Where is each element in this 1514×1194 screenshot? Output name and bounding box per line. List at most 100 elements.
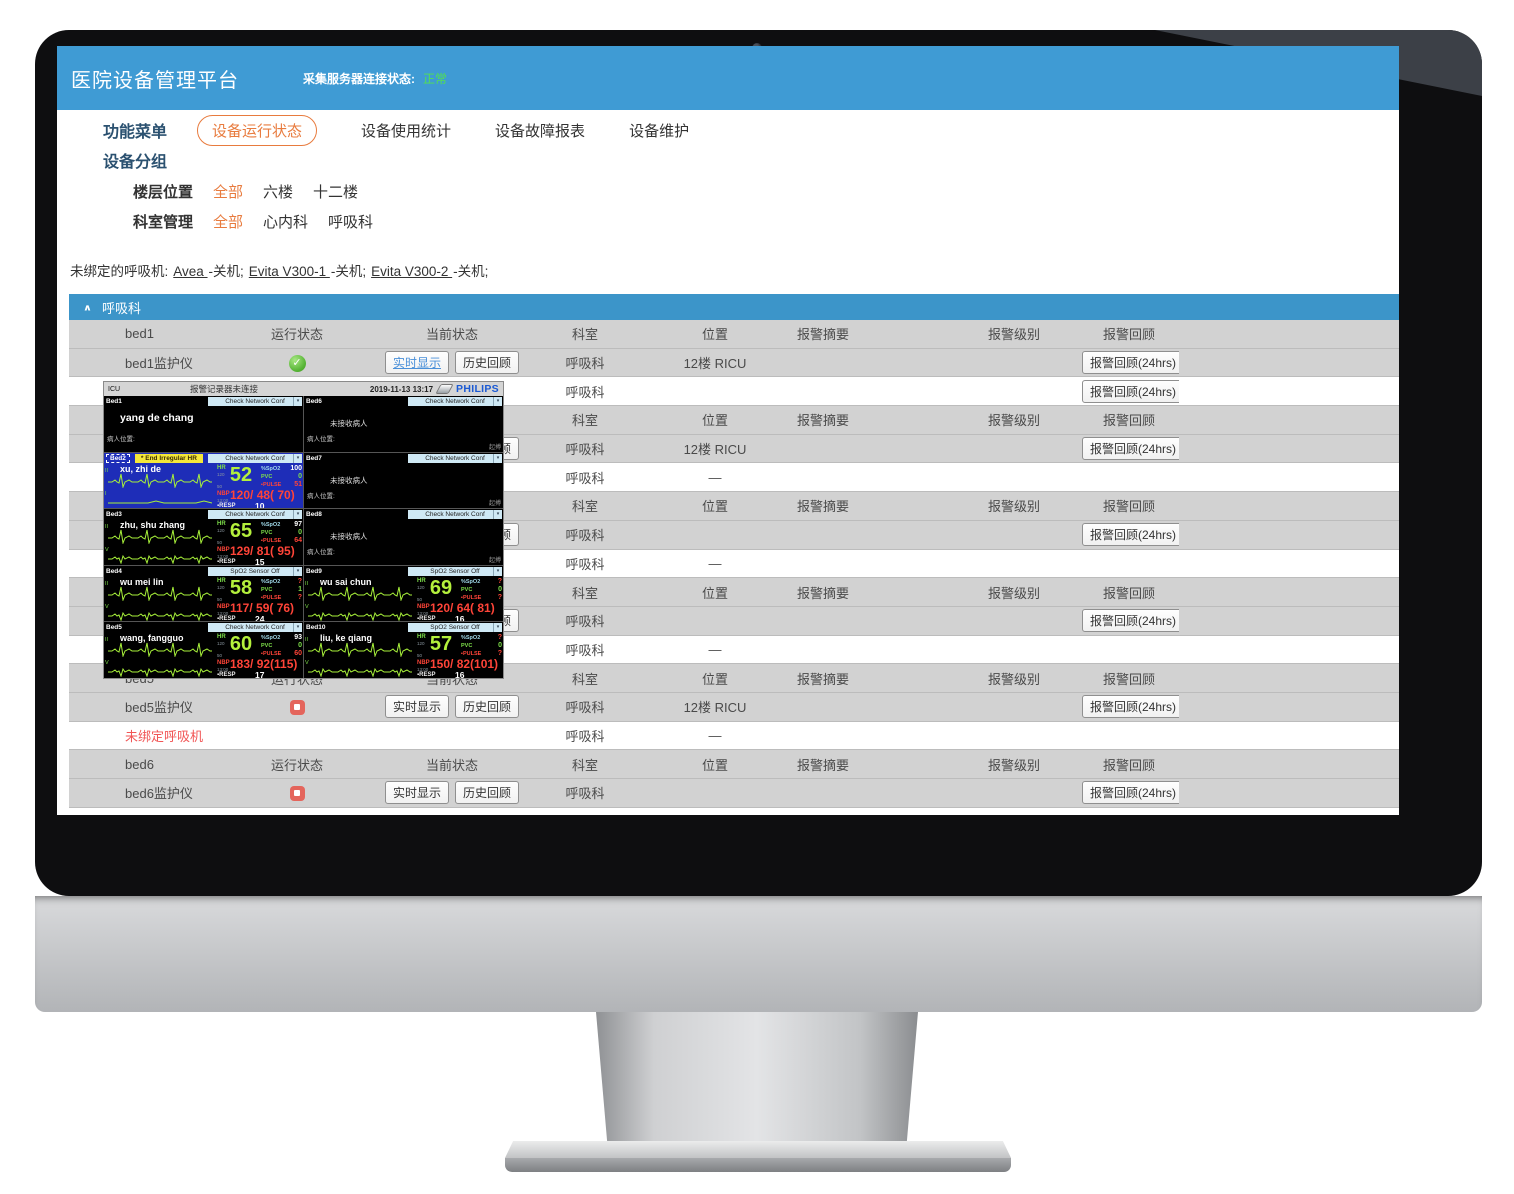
- col-label-run-status: 运行状态: [270, 757, 323, 773]
- dept-value: 呼吸科: [565, 384, 605, 400]
- alarm-review-button[interactable]: 报警回顾(24hrs): [1082, 379, 1179, 403]
- alarm-review-button[interactable]: 报警回顾(24hrs): [1082, 781, 1179, 805]
- history-review-button[interactable]: 历史回顾: [455, 695, 520, 719]
- filter-rows: 楼层位置 全部 六楼 十二楼 科室管理 全部 心内科 呼吸科: [57, 176, 1399, 236]
- ventilator-link[interactable]: Evita V300-2: [371, 264, 453, 279]
- unbound-vents: Avea -关机; Evita V300-1 -关机; Evita V300-2 -…: [168, 264, 488, 279]
- spo2-value: 100: [290, 464, 302, 472]
- bed-label: Bed3: [106, 511, 122, 519]
- philips-logo: PHILIPS: [456, 383, 499, 395]
- filter-option[interactable]: 心内科: [263, 213, 309, 231]
- app-screen: 医院设备管理平台 采集服务器连接状态: 正常 功能菜单 设备运行状态 设备使用统计…: [57, 46, 1399, 815]
- patient-location-label: 病人位置:: [307, 436, 335, 443]
- alarm-review-button[interactable]: 报警回顾(24hrs): [1082, 609, 1179, 633]
- server-status-label: 采集服务器连接状态:: [303, 71, 415, 86]
- hr-label: HR: [217, 521, 226, 528]
- bed-status-dropdown[interactable]: Check Network Conf ▾: [208, 453, 302, 463]
- bed-status-dropdown[interactable]: Check Network Conf ▾: [408, 510, 502, 520]
- resp-value: 17: [255, 670, 265, 678]
- bed-status-dropdown[interactable]: Check Network Conf ▾: [408, 397, 502, 406]
- alarm-review-button[interactable]: 报警回顾(24hrs): [1082, 695, 1179, 719]
- device-group-title: 设备分组: [103, 154, 168, 171]
- spo2-value: ?: [297, 577, 302, 585]
- spo2-label: %SpO2: [261, 465, 281, 472]
- pulse-value: 51: [294, 480, 302, 488]
- bed-label: Bed8: [306, 511, 322, 519]
- pvc-value: 0: [498, 642, 502, 650]
- spo2-label: %SpO2: [461, 578, 481, 585]
- filter-option[interactable]: 呼吸科: [328, 213, 374, 231]
- central-monitor-screenshot: ICU 报警记录器未连接 2019-11-13 13:17 PHILIPS Be…: [104, 382, 503, 678]
- pvc-label: PVC: [461, 586, 473, 593]
- filter-option[interactable]: 十二楼: [313, 183, 359, 201]
- bed-status-dropdown[interactable]: Check Network Conf ▾: [208, 623, 302, 633]
- ecg-waveform: [108, 586, 212, 601]
- pulse-value: ?: [497, 650, 502, 658]
- history-review-button[interactable]: 历史回顾: [455, 351, 520, 375]
- nbp-label: NBP: [417, 660, 430, 667]
- col-label-alarm-review: 报警回顾: [1102, 413, 1155, 429]
- bed-status-dropdown[interactable]: SpO2 Sensor Off ▾: [208, 566, 302, 576]
- ecg-waveform: [108, 555, 212, 565]
- app-header: 医院设备管理平台 采集服务器连接状态: 正常: [57, 46, 1399, 110]
- spo2-value: 93: [294, 634, 302, 642]
- filter-option[interactable]: 六楼: [263, 183, 294, 201]
- bed-tile: Bed3 Check Network Conf ▾ zhu, shu zhang II V…: [104, 509, 303, 565]
- device-name: bed1监护仪: [125, 356, 193, 372]
- alarm-review-button[interactable]: 报警回顾(24hrs): [1082, 351, 1179, 375]
- ecg-waveform: [108, 668, 212, 678]
- ecg-lead-label: II: [105, 580, 109, 587]
- ventilator-link[interactable]: Avea: [173, 264, 208, 279]
- device-name: bed1: [125, 326, 154, 342]
- alarm-review-button[interactable]: 报警回顾(24hrs): [1082, 523, 1179, 547]
- caret-down-icon: ▾: [493, 566, 502, 576]
- monitor-chin: [35, 896, 1482, 1012]
- ecg-lead-label: II: [105, 467, 109, 474]
- nav-menu-label: 功能菜单: [103, 124, 168, 141]
- filter-option[interactable]: 全部: [213, 213, 244, 231]
- ecg-lead-label: V: [305, 603, 309, 610]
- tab-1[interactable]: 设备运行状态: [197, 114, 318, 146]
- alarm-review-button[interactable]: 报警回顾(24hrs): [1082, 437, 1179, 461]
- col-label-alarm-review: 报警回顾: [1102, 757, 1155, 773]
- col-label-location: 位置: [701, 499, 728, 515]
- col-label-alarm-review: 报警回顾: [1102, 671, 1155, 687]
- dept-value: 呼吸科: [565, 642, 605, 658]
- realtime-display-button[interactable]: 实时显示: [384, 695, 449, 719]
- tab-2[interactable]: 设备使用统计: [361, 122, 452, 140]
- filter-label: 科室管理: [133, 213, 194, 231]
- bed-status-dropdown[interactable]: SpO2 Sensor Off ▾: [408, 566, 502, 576]
- col-label-alarm-summary: 报警摘要: [797, 327, 850, 343]
- pvc-label: PVC: [261, 530, 273, 537]
- nbp-value: 117/ 59( 76): [230, 600, 295, 615]
- resp-value: 16: [455, 613, 465, 622]
- section-bar[interactable]: ∧ 呼吸科: [69, 294, 1399, 320]
- patient-name: xu, zhi de: [120, 463, 162, 474]
- filter-option[interactable]: 全部: [213, 183, 244, 201]
- tab-4[interactable]: 设备维护: [629, 122, 690, 140]
- pulse-label: ▪PULSE: [461, 651, 482, 658]
- bed-status-dropdown[interactable]: Check Network Conf ▾: [208, 510, 302, 520]
- realtime-display-button[interactable]: 实时显示: [384, 351, 449, 375]
- bed-status-dropdown[interactable]: Check Network Conf ▾: [408, 453, 502, 463]
- ecg-lead-label: V: [105, 547, 109, 554]
- hr-label: HR: [217, 464, 226, 471]
- dept-value: 呼吸科: [565, 728, 605, 744]
- resp-label: ▪RESP: [217, 502, 236, 509]
- bed-status-dropdown[interactable]: SpO2 Sensor Off ▾: [408, 623, 502, 633]
- dept-value: 呼吸科: [565, 556, 605, 572]
- pulse-label: ▪PULSE: [261, 538, 282, 545]
- vitals-panel: HR 120 50 60 %SpO2 93 PVC 0 ▪PULSE 60 NBP 13:00 183/…: [215, 633, 303, 678]
- pvc-label: PVC: [261, 643, 273, 650]
- pulse-value: 60: [294, 650, 302, 658]
- bed-status-dropdown[interactable]: Check Network Conf ▾: [208, 397, 302, 406]
- resp-label: ▪RESP: [417, 615, 436, 622]
- pvc-value: 1: [298, 585, 302, 593]
- realtime-display-button[interactable]: 实时显示: [384, 781, 449, 805]
- pvc-label: PVC: [261, 473, 273, 480]
- pacing-label: 起搏: [488, 444, 501, 451]
- history-review-button[interactable]: 历史回顾: [455, 781, 520, 805]
- tab-3[interactable]: 设备故障报表: [495, 122, 586, 140]
- ventilator-link[interactable]: Evita V300-1: [248, 264, 330, 279]
- chevron-up-icon: ∧: [83, 302, 92, 313]
